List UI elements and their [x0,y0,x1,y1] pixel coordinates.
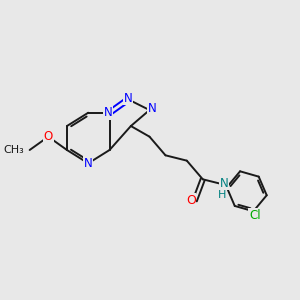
Text: CH₃: CH₃ [4,145,24,155]
Text: H: H [218,190,226,200]
Text: N: N [104,106,112,119]
Text: N: N [220,177,229,190]
Text: O: O [186,194,196,207]
Text: N: N [148,102,157,115]
Text: N: N [124,92,133,105]
Text: N: N [84,157,93,170]
Text: Cl: Cl [249,209,260,222]
Text: O: O [44,130,53,143]
